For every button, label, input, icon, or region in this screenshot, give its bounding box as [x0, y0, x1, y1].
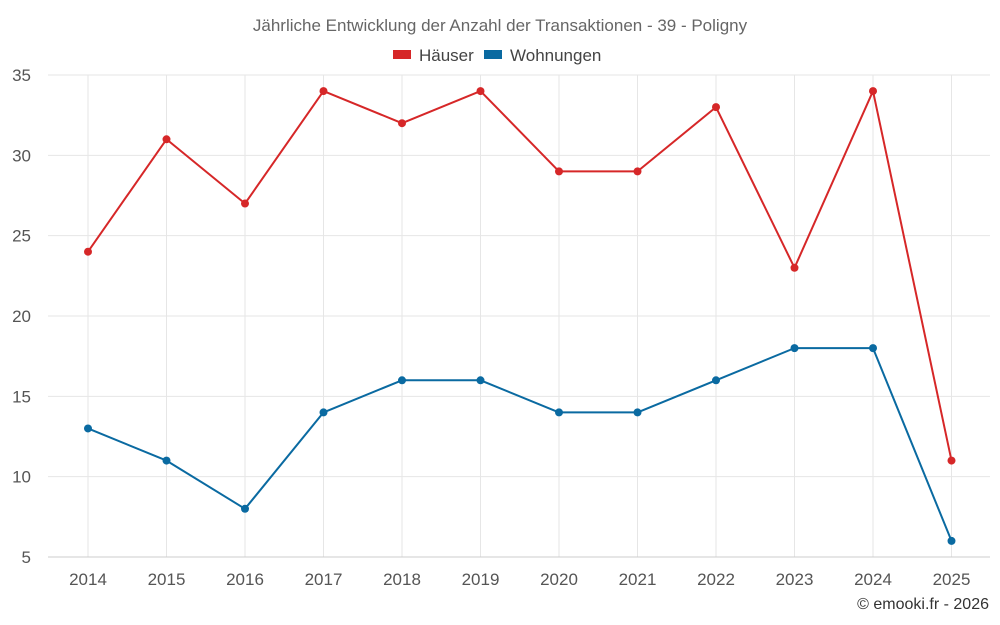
data-point-wohnungen-2022: [712, 376, 720, 385]
data-point-haeuser-2021: [633, 167, 642, 176]
x-tick-label-2024: 2024: [854, 570, 892, 589]
data-point-haeuser-2017: [319, 87, 328, 96]
data-point-haeuser-2016: [241, 199, 249, 208]
x-tick-label-2014: 2014: [69, 570, 107, 589]
y-tick-label-10: 10: [12, 468, 31, 487]
data-point-wohnungen-2015: [162, 456, 171, 465]
y-tick-label-35: 35: [12, 66, 31, 85]
x-tick-label-2019: 2019: [462, 570, 500, 589]
y-tick-label-15: 15: [12, 387, 31, 406]
data-point-haeuser-2015: [162, 135, 171, 144]
data-point-haeuser-2019: [476, 87, 485, 96]
x-tick-label-2015: 2015: [148, 570, 186, 589]
legend: Häuser Wohnungen: [393, 46, 601, 65]
legend-label-wohnungen: Wohnungen: [510, 46, 601, 65]
data-point-wohnungen-2020: [555, 408, 563, 417]
y-tick-label-30: 30: [12, 146, 31, 165]
series: [84, 87, 956, 545]
chart-title: Jährliche Entwicklung der Anzahl der Tra…: [253, 16, 748, 35]
data-point-wohnungen-2024: [869, 344, 877, 353]
series-line-haeuser: [87, 90, 953, 461]
x-tick-label-2016: 2016: [226, 570, 264, 589]
data-point-wohnungen-2021: [633, 408, 642, 417]
y-tick-label-25: 25: [12, 227, 31, 246]
gridlines: [48, 74, 990, 558]
data-point-haeuser-2014: [84, 247, 92, 256]
data-point-wohnungen-2025: [947, 536, 956, 545]
data-point-wohnungen-2017: [319, 408, 328, 417]
data-point-haeuser-2024: [869, 87, 877, 96]
data-point-wohnungen-2023: [790, 344, 799, 353]
data-point-haeuser-2020: [555, 167, 563, 176]
legend-item-haeuser[interactable]: Häuser: [393, 46, 474, 65]
legend-swatch-haeuser: [393, 50, 411, 59]
x-tick-label-2023: 2023: [776, 570, 814, 589]
data-point-haeuser-2023: [790, 263, 799, 272]
legend-item-wohnungen[interactable]: Wohnungen: [484, 46, 601, 65]
data-point-haeuser-2018: [398, 119, 406, 128]
legend-label-haeuser: Häuser: [419, 46, 474, 65]
data-point-wohnungen-2018: [398, 376, 406, 385]
series-line-wohnungen: [87, 347, 953, 542]
data-point-wohnungen-2014: [84, 424, 92, 433]
credit-text: © emooki.fr - 2026: [857, 596, 989, 613]
x-tick-label-2025: 2025: [933, 570, 971, 589]
legend-swatch-wohnungen: [484, 50, 502, 59]
data-point-haeuser-2025: [947, 456, 956, 465]
x-tick-label-2020: 2020: [540, 570, 578, 589]
y-tick-label-5: 5: [22, 548, 31, 567]
x-tick-label-2017: 2017: [305, 570, 343, 589]
x-tick-label-2022: 2022: [697, 570, 735, 589]
x-tick-label-2021: 2021: [619, 570, 657, 589]
data-point-haeuser-2022: [712, 103, 720, 112]
data-point-wohnungen-2016: [241, 504, 249, 513]
x-tick-label-2018: 2018: [383, 570, 421, 589]
data-point-wohnungen-2019: [476, 376, 485, 385]
y-tick-label-20: 20: [12, 307, 31, 326]
